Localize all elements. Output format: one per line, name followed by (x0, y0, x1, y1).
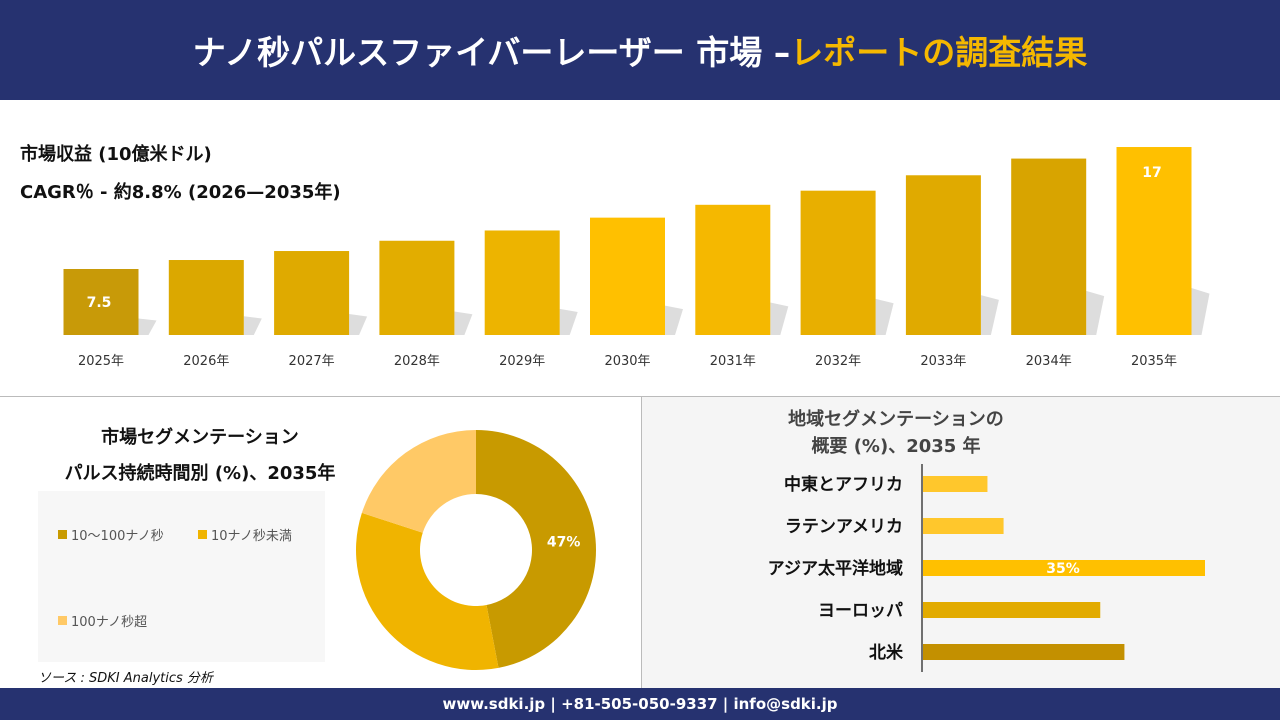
legend-item: 100ナノ秒超 (58, 611, 147, 630)
report-header: ナノ秒パルスファイバーレーザー 市場 – レポートの調査結果 (0, 0, 1280, 100)
segment-title-line2: パルス持続時間別 (%)、2035年 (64, 463, 336, 484)
region-panel (641, 397, 1280, 688)
revenue-bar (800, 190, 876, 335)
source-note: ソース : SDKI Analytics 分析 (38, 671, 213, 686)
title-accent: レポートの調査結果 (790, 33, 1088, 72)
legend-label: 10ナノ秒未満 (211, 529, 292, 544)
bar-shadow (665, 305, 683, 335)
bar-shadow (1191, 288, 1210, 335)
legend-swatch (58, 530, 67, 539)
title-main: ナノ秒パルスファイバーレーザー 市場 – (192, 33, 791, 72)
x-tick-label: 2027年 (289, 354, 335, 369)
bar-shadow (1086, 290, 1105, 335)
x-tick-label: 2033年 (920, 354, 966, 369)
bar-shadow (559, 308, 578, 335)
bar-shadow (243, 316, 262, 335)
x-tick-label: 2025年 (78, 354, 124, 369)
bar-data-label: 17 (1142, 165, 1161, 181)
region-title-line1: 地域セグメンテーションの (788, 409, 1004, 430)
legend-swatch (58, 616, 67, 625)
revenue-bar (1011, 158, 1087, 335)
divider (0, 396, 1280, 397)
donut-slice (476, 430, 597, 668)
legend-item: 10〜100ナノ秒 (58, 525, 164, 544)
revenue-bar (274, 251, 350, 335)
revenue-bar (63, 269, 139, 335)
bar-shadow (980, 295, 999, 335)
region-title-line2: 概要 (%)、2035 年 (811, 436, 981, 457)
revenue-bar (1116, 147, 1192, 335)
x-tick-label: 2031年 (710, 354, 756, 369)
cagr-label: CAGR％ - 約8.8% (2026—2035年) (20, 182, 341, 203)
x-tick-label: 2034年 (1026, 354, 1072, 369)
bar-data-label: 7.5 (87, 295, 112, 311)
bar-shadow (875, 298, 894, 335)
revenue-bar (484, 230, 560, 335)
legend-swatch (198, 530, 207, 539)
legend-label: 100ナノ秒超 (71, 615, 148, 630)
segment-title-line1: 市場セグメンテーション (101, 427, 299, 448)
x-tick-label: 2028年 (394, 354, 440, 369)
x-tick-label: 2035年 (1131, 354, 1177, 369)
donut-slice (355, 512, 499, 670)
bar-shadow (770, 302, 789, 335)
x-tick-label: 2026年 (183, 354, 229, 369)
revenue-bar (168, 260, 244, 335)
x-tick-label: 2030年 (604, 354, 650, 369)
bar-shadow (349, 314, 368, 335)
legend-item: 10ナノ秒未満 (198, 525, 292, 544)
bar-shadow (454, 311, 473, 335)
revenue-bar (905, 175, 981, 335)
bar-shadow (138, 318, 157, 335)
donut-legend: 10〜100ナノ秒 10ナノ秒未満 100ナノ秒超 (38, 491, 325, 662)
donut-data-label: 47% (547, 535, 581, 551)
footer-contact: www.sdki.jp | +81-505-050-9337 | info@sd… (0, 688, 1280, 720)
revenue-bar (590, 217, 665, 335)
revenue-unit-label: 市場収益 (10億米ドル) (20, 144, 212, 165)
revenue-bar (695, 204, 771, 335)
x-tick-label: 2032年 (815, 354, 861, 369)
revenue-bar-chart: 2025年 7.5 2026年 2027年 2028年 2029年 2030年 2031年 20… (63, 147, 1210, 369)
revenue-bar (379, 240, 455, 335)
legend-label: 10〜100ナノ秒 (71, 529, 164, 544)
x-tick-label: 2029年 (499, 354, 545, 369)
